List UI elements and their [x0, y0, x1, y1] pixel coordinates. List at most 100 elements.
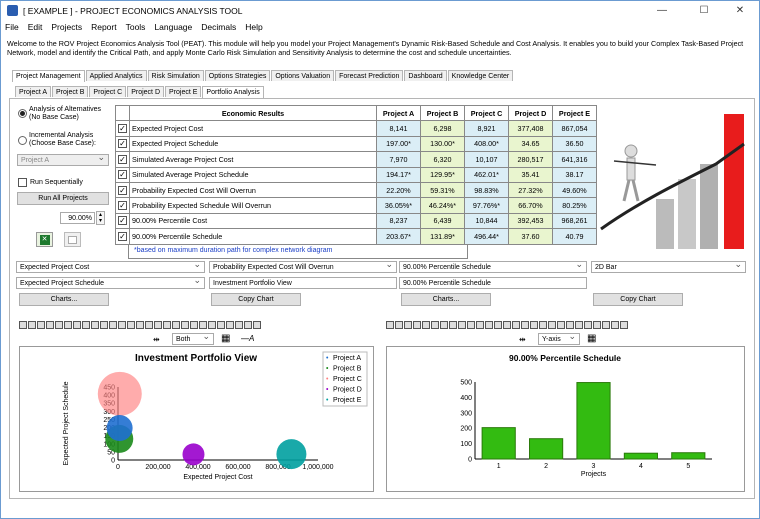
copy-table-button[interactable]: [64, 232, 81, 247]
2d-icon[interactable]: [530, 321, 538, 329]
row-checkbox-cell[interactable]: ✓: [115, 228, 130, 245]
move-icon[interactable]: [73, 321, 81, 329]
tab-project-a[interactable]: Project A: [15, 86, 52, 97]
row-checkbox[interactable]: ✓: [118, 124, 127, 134]
tab-applied-analytics[interactable]: Applied Analytics: [85, 70, 147, 81]
tab-dashboard[interactable]: Dashboard: [404, 70, 447, 81]
row-checkbox[interactable]: ✓: [118, 139, 127, 149]
open-icon[interactable]: [19, 321, 27, 329]
row-checkbox-cell[interactable]: ✓: [115, 212, 130, 230]
row-checkbox[interactable]: ✓: [118, 201, 127, 211]
open-icon[interactable]: [386, 321, 394, 329]
row-checkbox[interactable]: ✓: [118, 216, 127, 226]
tab-project-c[interactable]: Project C: [89, 86, 127, 97]
chart1-title-input[interactable]: Investment Portfolio View: [209, 277, 397, 289]
dropdown-icon[interactable]: [548, 321, 556, 329]
menu-help[interactable]: Help: [245, 22, 263, 32]
row-checkbox-cell[interactable]: ✓: [115, 120, 130, 137]
tab-project-b[interactable]: Project B: [52, 86, 89, 97]
percentile-input[interactable]: 90.00%: [60, 212, 95, 224]
move-icon[interactable]: [440, 321, 448, 329]
tab-options-valuation[interactable]: Options Valuation: [271, 70, 335, 81]
row-checkbox-cell[interactable]: ✓: [115, 197, 130, 214]
zoom-in-icon[interactable]: [64, 321, 72, 329]
x-variable-select[interactable]: Expected Project Cost: [16, 259, 205, 273]
grid-icon-2[interactable]: ▦: [587, 333, 597, 344]
dropdown-icon[interactable]: [46, 321, 54, 329]
layout-icon[interactable]: [521, 321, 529, 329]
pan-icon[interactable]: [82, 321, 90, 329]
tab-forecast-prediction[interactable]: Forecast Prediction: [335, 70, 404, 81]
menu-language[interactable]: Language: [154, 22, 193, 32]
chart1-axis-icon[interactable]: ⇹: [153, 335, 160, 344]
chart-type-select[interactable]: 2D Bar: [591, 259, 746, 273]
hand-icon[interactable]: [557, 321, 565, 329]
zoom-out-icon[interactable]: [91, 321, 99, 329]
table-icon[interactable]: [55, 321, 63, 329]
menu-tools[interactable]: Tools: [125, 22, 146, 32]
brush-icon[interactable]: [566, 321, 574, 329]
tab-risk-simulation[interactable]: Risk Simulation: [147, 70, 204, 81]
radio-incremental[interactable]: [18, 136, 27, 145]
wizard-icon[interactable]: [539, 321, 547, 329]
hand-icon[interactable]: [190, 321, 198, 329]
base-case-select[interactable]: Project A: [17, 152, 109, 166]
print-icon[interactable]: [37, 321, 45, 329]
settings-icon[interactable]: [253, 321, 261, 329]
row-checkbox-cell[interactable]: ✓: [115, 135, 130, 153]
close-button[interactable]: ✕: [735, 5, 745, 16]
dropdown-icon[interactable]: [593, 321, 601, 329]
select-icon[interactable]: [127, 321, 135, 329]
rotate-icon[interactable]: [109, 321, 117, 329]
row-checkbox[interactable]: ✓: [118, 231, 127, 241]
dropdown-icon[interactable]: [181, 321, 189, 329]
maximize-button[interactable]: ☐: [699, 5, 709, 16]
dropdown-icon[interactable]: [611, 321, 619, 329]
zoom-icon[interactable]: [100, 321, 108, 329]
copy-icon[interactable]: [136, 321, 144, 329]
row-checkbox-cell[interactable]: ✓: [115, 166, 130, 183]
text-annotate-icon[interactable]: —A: [241, 334, 255, 343]
format-icon[interactable]: [584, 321, 592, 329]
color-icon[interactable]: [235, 321, 243, 329]
color-icon[interactable]: [602, 321, 610, 329]
tab-knowledge-center[interactable]: Knowledge Center: [447, 70, 514, 81]
minimize-button[interactable]: —: [657, 5, 667, 16]
chart2-axis-select[interactable]: Y-axis: [538, 331, 580, 345]
copy-icon[interactable]: [503, 321, 511, 329]
menu-projects[interactable]: Projects: [51, 22, 83, 32]
run-sequentially-checkbox[interactable]: [18, 178, 27, 187]
fit-icon[interactable]: [118, 321, 126, 329]
row-checkbox[interactable]: ✓: [118, 154, 127, 164]
chart1-axis-select[interactable]: Both: [172, 331, 214, 345]
dropdown-icon[interactable]: [244, 321, 252, 329]
menu-report[interactable]: Report: [91, 22, 117, 32]
y-variable-select[interactable]: Expected Project Schedule: [16, 275, 205, 289]
cursor-icon[interactable]: [208, 321, 216, 329]
2d-icon[interactable]: [163, 321, 171, 329]
menu-file[interactable]: File: [5, 22, 19, 32]
save-icon[interactable]: [395, 321, 403, 329]
radio-alternatives[interactable]: [18, 109, 27, 118]
tab-project-management[interactable]: Project Management: [12, 70, 85, 82]
charts1-button[interactable]: Charts...: [19, 293, 109, 306]
zoom-in-icon[interactable]: [431, 321, 439, 329]
print-icon[interactable]: [404, 321, 412, 329]
row-checkbox-cell[interactable]: ✓: [115, 151, 130, 168]
zoom-icon[interactable]: [467, 321, 475, 329]
copy-chart2-button[interactable]: Copy Chart: [593, 293, 683, 306]
brush-icon[interactable]: [199, 321, 207, 329]
dropdown-icon[interactable]: [413, 321, 421, 329]
rotate-icon[interactable]: [476, 321, 484, 329]
copy-chart1-button[interactable]: Copy Chart: [211, 293, 301, 306]
tab-options-strategies[interactable]: Options Strategies: [204, 70, 271, 81]
settings-icon[interactable]: [620, 321, 628, 329]
wizard-icon[interactable]: [172, 321, 180, 329]
cursor-icon[interactable]: [575, 321, 583, 329]
dropdown-icon[interactable]: [226, 321, 234, 329]
select-icon[interactable]: [494, 321, 502, 329]
chart2-axis-icon[interactable]: ⇹: [519, 335, 526, 344]
chart2-title-input[interactable]: 90.00% Percentile Schedule: [399, 277, 587, 289]
table-icon[interactable]: [422, 321, 430, 329]
charts2-button[interactable]: Charts...: [401, 293, 491, 306]
